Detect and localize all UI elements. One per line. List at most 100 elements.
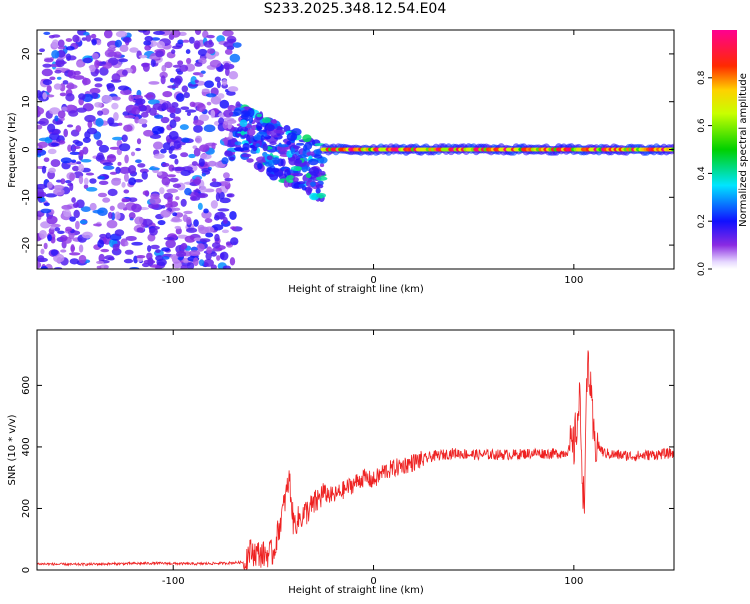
spectrogram-cell	[128, 212, 136, 219]
spectrogram-cell	[197, 48, 208, 57]
spectrogram-cell	[42, 92, 48, 100]
spectrogram-cell	[164, 61, 173, 69]
spectrogram-cell	[37, 183, 47, 190]
spectrogram-cell	[201, 168, 212, 172]
spectrogram-cell	[153, 30, 166, 36]
spectrogram-cell	[219, 181, 229, 187]
spectrogram-cell	[40, 266, 48, 269]
spectrogram-cell	[320, 171, 326, 176]
spectrogram-cell	[229, 156, 235, 161]
spectrogram-cell	[248, 115, 254, 124]
spectrogram-cell	[234, 141, 242, 146]
spectrogram-cell	[73, 209, 80, 219]
spectrogram-cell	[116, 148, 123, 156]
spectrogram-cell	[153, 153, 165, 159]
spectrogram-cell	[73, 75, 85, 80]
page-title: S233.2025.348.12.54.E04	[264, 1, 447, 17]
spectrogram-cell	[43, 157, 50, 163]
spectrogram-cell	[302, 134, 312, 143]
spectrogram-cell	[61, 106, 68, 112]
spectrogram-cell	[192, 178, 201, 185]
spectrogram-cell	[286, 140, 292, 146]
spectrogram-cell	[50, 159, 61, 168]
spectrogram-cell	[210, 200, 218, 209]
spectrogram-cell	[43, 31, 51, 36]
spectrogram-cell	[201, 173, 206, 177]
spectrogram-cell	[228, 71, 239, 80]
spectrogram-cell	[181, 85, 189, 93]
spectrogram-xtick-label: 0	[370, 275, 376, 286]
spectrogram-cell	[39, 197, 46, 203]
spectrogram-cell	[69, 151, 81, 155]
spectrogram-cell	[124, 241, 129, 246]
spectrogram-ytick-label: 0	[21, 146, 32, 152]
spectrogram-cell	[135, 98, 146, 105]
spectrogram-cell	[143, 259, 156, 265]
spectrogram-cell	[155, 264, 162, 269]
spectrogram-cell	[95, 117, 104, 127]
snr-panel: -100 0 100 0 200 400 600 Height of straight li…	[7, 329, 675, 596]
spectrogram-cell	[78, 254, 87, 264]
spectrogram-cell	[223, 109, 234, 118]
spectrogram-cell	[94, 83, 103, 88]
snr-ytick-label: 200	[21, 499, 32, 518]
spectrogram-cell	[156, 40, 166, 49]
spectrogram-cell	[106, 219, 118, 229]
spectrogram-cell	[55, 179, 62, 183]
spectrogram-cell	[53, 253, 65, 263]
spectrogram-cell	[86, 127, 98, 135]
spectrogram-cell	[292, 145, 301, 149]
spectrogram-cell	[180, 198, 187, 207]
spectrogram-cell	[41, 68, 53, 77]
spectrogram-cell	[196, 192, 209, 199]
spectrogram-ytick-label: 10	[21, 95, 32, 108]
spectrogram-cell	[94, 59, 100, 69]
spectrogram-cell	[85, 172, 95, 176]
spectrogram-cell	[106, 154, 117, 163]
snr-series-line	[37, 350, 674, 570]
spectrogram-cell	[84, 114, 96, 123]
spectrogram-cell	[184, 235, 196, 243]
spectrogram-cell	[146, 252, 153, 260]
spectrogram-cell	[51, 39, 60, 49]
spectrogram-cell	[135, 147, 142, 152]
colorbar-tick-label: 0.8	[697, 70, 707, 85]
spectrogram-cell	[188, 153, 196, 159]
spectrogram-cell	[180, 169, 191, 177]
spectrogram-cell	[103, 30, 113, 39]
spectrogram-cell	[124, 115, 136, 119]
spectrogram-cell	[198, 157, 205, 167]
spectrogram-cell	[61, 204, 73, 210]
spectrogram-cell	[94, 101, 103, 108]
spectrogram-cell	[123, 258, 134, 264]
spectrogram-cell	[169, 112, 176, 119]
spectrogram-cell	[65, 38, 73, 42]
spectrogram-cell	[150, 58, 156, 68]
spectrogram-cell	[215, 187, 222, 194]
spectrogram-cell	[271, 119, 277, 124]
spectrogram-cell	[156, 171, 163, 176]
spectrogram-cell	[262, 143, 268, 152]
spectrogram-cell	[97, 239, 105, 248]
spectrogram-cell	[69, 216, 76, 222]
spectrogram-cell	[81, 231, 93, 239]
spectrogram-cell	[256, 156, 268, 163]
spectrogram-cell	[117, 202, 126, 210]
spectrogram-cell	[136, 255, 146, 259]
snr-ytick-label: 400	[21, 437, 32, 456]
spectrogram-cell	[204, 218, 213, 223]
spectrogram-cell	[193, 257, 199, 267]
spectrogram-cell	[141, 218, 153, 227]
spectrogram-cell	[53, 188, 65, 196]
spectrogram-cell	[104, 255, 114, 261]
spectrogram-cell	[197, 202, 203, 211]
spectrogram-cell	[80, 206, 92, 213]
spectrogram-cell	[46, 181, 53, 189]
spectrogram-cell	[272, 157, 280, 165]
spectrogram-cell	[183, 210, 193, 215]
spectrogram-cell	[114, 211, 121, 220]
spectrogram-cell	[144, 35, 153, 42]
spectrogram-cell	[230, 237, 239, 246]
spectrogram-cell	[266, 155, 273, 161]
